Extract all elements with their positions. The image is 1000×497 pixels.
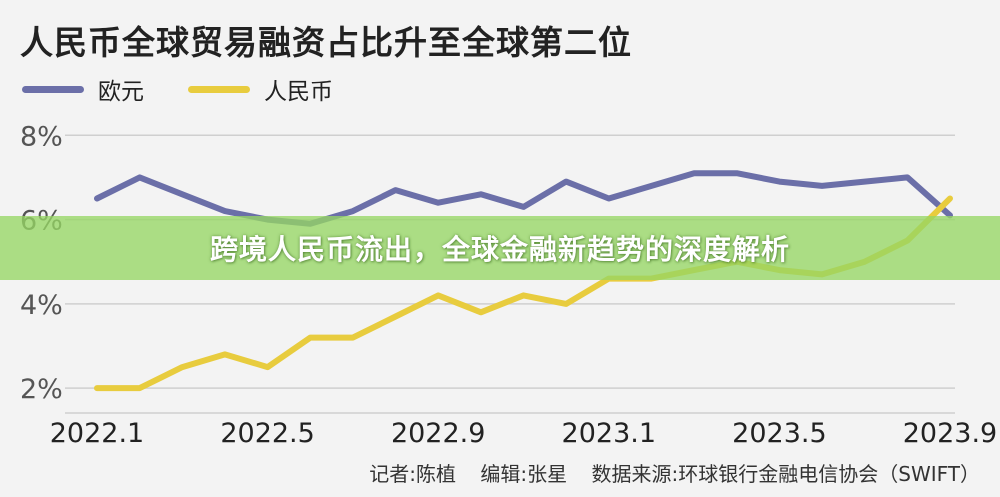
- series-line-0: [94, 170, 953, 227]
- legend-item-euro: 欧元: [22, 72, 144, 106]
- x-tick-label: 2022.9: [391, 418, 485, 449]
- overlay-banner: 跨境人民币流出，全球金融新趋势的深度解析: [0, 216, 1000, 280]
- y-tick-label: 2%: [20, 374, 63, 405]
- y-tick-label: 8%: [20, 121, 63, 152]
- footer-editor: 编辑:张星: [480, 462, 568, 486]
- legend-swatch-rmb: [188, 85, 250, 93]
- x-tick-label: 2022.1: [50, 418, 144, 449]
- legend-swatch-euro: [22, 85, 84, 93]
- y-tick-label: 4%: [20, 290, 63, 321]
- banner-text: 跨境人民币流出，全球金融新趋势的深度解析: [209, 233, 790, 266]
- series-lines: [94, 170, 953, 392]
- footer-reporter: 记者:陈植: [369, 462, 457, 486]
- x-tick-label: 2023.1: [562, 418, 656, 449]
- chart-title: 人民币全球贸易融资占比升至全球第二位: [20, 23, 632, 62]
- legend-label-rmb: 人民币: [264, 79, 333, 105]
- x-tick-label: 2023.5: [732, 418, 826, 449]
- x-tick-label: 2022.5: [220, 418, 314, 449]
- footer-credits: 记者:陈植 编辑:张星 数据来源:环球银行金融电信协会（SWIFT）: [351, 458, 980, 487]
- chart-legend: 欧元 人民币: [22, 72, 377, 106]
- legend-label-euro: 欧元: [98, 79, 144, 105]
- legend-item-rmb: 人民币: [188, 72, 333, 106]
- x-tick-label: 2023.9: [903, 418, 997, 449]
- footer-source: 数据来源:环球银行金融电信协会（SWIFT）: [591, 462, 980, 486]
- x-axis-ticks: 2022.1 2022.5 2022.9 2023.1 2023.5 2023.9: [50, 418, 997, 449]
